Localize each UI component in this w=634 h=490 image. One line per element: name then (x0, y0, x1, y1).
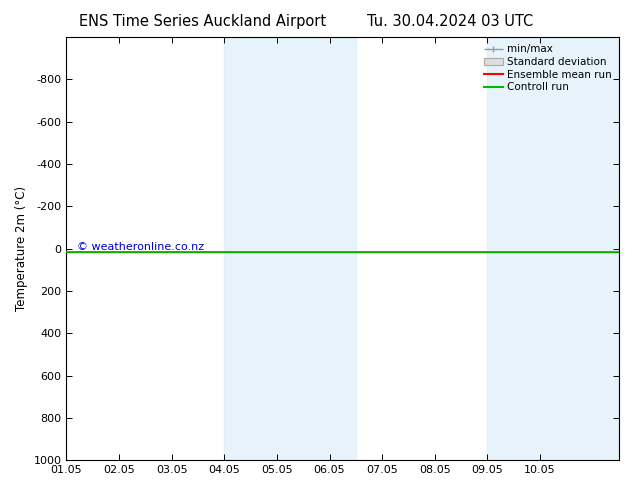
Text: © weatheronline.co.nz: © weatheronline.co.nz (77, 243, 205, 252)
Text: Tu. 30.04.2024 03 UTC: Tu. 30.04.2024 03 UTC (367, 14, 533, 29)
Y-axis label: Temperature 2m (°C): Temperature 2m (°C) (15, 186, 28, 311)
Legend: min/max, Standard deviation, Ensemble mean run, Controll run: min/max, Standard deviation, Ensemble me… (482, 42, 614, 94)
Bar (488, 37, 619, 460)
Text: ENS Time Series Auckland Airport: ENS Time Series Auckland Airport (79, 14, 327, 29)
Bar (224, 37, 356, 460)
